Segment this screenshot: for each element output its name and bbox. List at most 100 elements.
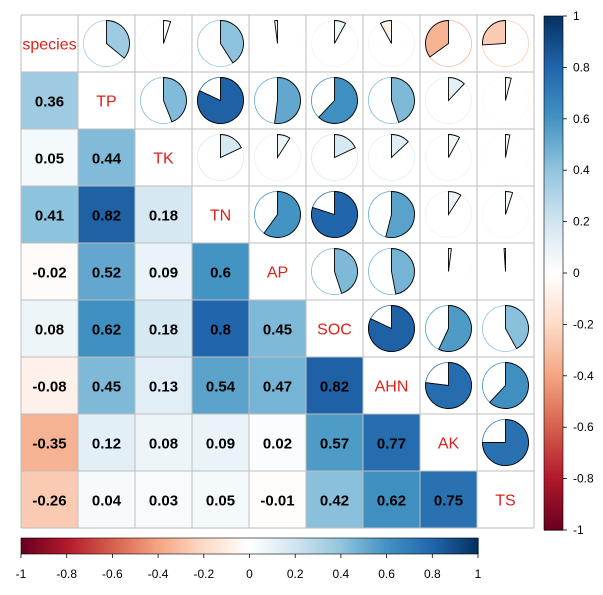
colorbar-bottom-step [71, 538, 75, 554]
colorbar-right-step [544, 344, 563, 349]
cell-AP-species [21, 243, 78, 300]
colorbar-right-step [544, 239, 563, 243]
colorbar-bottom-step [464, 538, 468, 554]
pie-TP-AK [425, 77, 472, 124]
pie-species-TS [482, 20, 529, 67]
colorbar-bottom-step [155, 538, 159, 554]
colorbar-right-step [544, 116, 563, 120]
cell-value-label: 0.82 [320, 379, 349, 396]
colorbar-right-step [544, 219, 563, 223]
colorbar-right-step [544, 77, 563, 81]
colorbar-right-step [544, 260, 563, 264]
colorbar-right-step [544, 476, 563, 480]
colorbar-bottom-step [313, 538, 317, 554]
colorbar-right-step [544, 434, 563, 439]
pie-TN-SOC [311, 191, 358, 238]
colorbar-bottom-step [288, 538, 292, 554]
colorbar-right-step [544, 347, 563, 351]
colorbar-right-step [544, 460, 563, 464]
cell-value-label: 0.08 [149, 436, 178, 453]
colorbar-right-step [544, 237, 563, 241]
colorbar-right-step [544, 126, 563, 130]
pie-AP-TS [482, 248, 529, 295]
cell-AHN-TK [135, 357, 192, 414]
cell-value-label: 0.03 [149, 493, 178, 510]
colorbar-right-step [544, 319, 563, 323]
colorbar-right-step [544, 39, 563, 43]
colorbar-right-step [544, 455, 563, 459]
colorbar-bottom-step [448, 538, 452, 554]
cell-AHN-TP [78, 357, 135, 414]
pie-species-TP [83, 20, 130, 67]
colorbar-bottom-step [466, 538, 470, 554]
colorbar-right-tick-label: -0.2 [573, 317, 594, 331]
colorbar-bottom-step [457, 538, 461, 554]
colorbar-bottom-step [78, 538, 82, 554]
colorbar-bottom-step [361, 538, 365, 554]
colorbar-bottom-step [443, 538, 447, 554]
pie-slice [391, 77, 415, 123]
colorbar-bottom-step [299, 538, 303, 554]
colorbar-right-step [544, 324, 563, 328]
colorbar-bottom-step [132, 538, 136, 554]
colorbar-bottom-step [418, 538, 422, 554]
colorbar-right-step [544, 28, 563, 33]
cell-value-label: 0.62 [92, 322, 121, 339]
colorbar-right-step [544, 244, 563, 248]
pie-slice [277, 134, 291, 160]
cell-value-label: 0.52 [92, 265, 121, 282]
colorbar-right-step [544, 517, 563, 521]
colorbar-bottom-step [176, 538, 180, 554]
colorbar-right-step [544, 195, 563, 200]
pie-TK-AHN [368, 134, 415, 181]
cell-value-label: 0.75 [434, 493, 463, 510]
colorbar-right-step [544, 296, 563, 300]
colorbar-right-step [544, 44, 563, 48]
colorbar-right-step [544, 470, 563, 475]
colorbar-bottom-step [126, 538, 129, 554]
colorbar-right-step [544, 314, 563, 318]
cell-AHN-SOC [306, 357, 363, 414]
colorbar-right-step [544, 172, 563, 176]
colorbar-bottom-step [59, 538, 63, 554]
colorbar-bottom-step [240, 538, 244, 554]
colorbar-bottom-step [336, 538, 340, 554]
colorbar-right-step [544, 167, 563, 171]
colorbar-bottom-step [194, 538, 198, 554]
colorbar-right-step [544, 90, 563, 94]
colorbar-right-step [544, 177, 563, 182]
colorbar-bottom-step [235, 538, 239, 554]
colorbar-bottom-step [162, 538, 166, 554]
cell-AP-TK [135, 243, 192, 300]
colorbar-bottom-step [398, 538, 401, 554]
colorbar-bottom-step [372, 538, 376, 554]
cell-value-label: 0.77 [377, 436, 406, 453]
pie-slice [505, 134, 511, 158]
colorbar-bottom-step [347, 538, 351, 554]
colorbar-right-step [544, 290, 563, 295]
colorbar-bottom-step [190, 538, 193, 554]
cell-value-label: 0.8 [210, 322, 231, 339]
cell-value-label: -0.01 [260, 493, 294, 510]
colorbar-bottom-step [98, 538, 102, 554]
cell-TS-AHN [363, 471, 420, 528]
colorbar-right-step [544, 396, 563, 400]
pie-species-TK [140, 20, 187, 67]
diagonal-label-SOC: SOC [317, 322, 352, 339]
colorbar-right-step [544, 57, 563, 61]
colorbar-right-step [544, 393, 563, 397]
pie-slice [448, 248, 452, 272]
colorbar-bottom-step [84, 538, 88, 554]
colorbar-bottom-step [231, 538, 235, 554]
colorbar-right-step [544, 350, 563, 354]
diagonal-label-TK: TK [153, 151, 174, 168]
colorbar-bottom-step [281, 538, 285, 554]
cell-value-label: 0.45 [92, 379, 121, 396]
colorbar-right-step [544, 265, 563, 269]
colorbar-right-step [544, 121, 563, 125]
cell-value-label: 0.6 [210, 265, 231, 282]
colorbar-bottom-step [256, 538, 260, 554]
cell-AK-TP [78, 414, 135, 471]
colorbar-right-step [544, 123, 563, 128]
colorbar-right-step [544, 87, 563, 92]
